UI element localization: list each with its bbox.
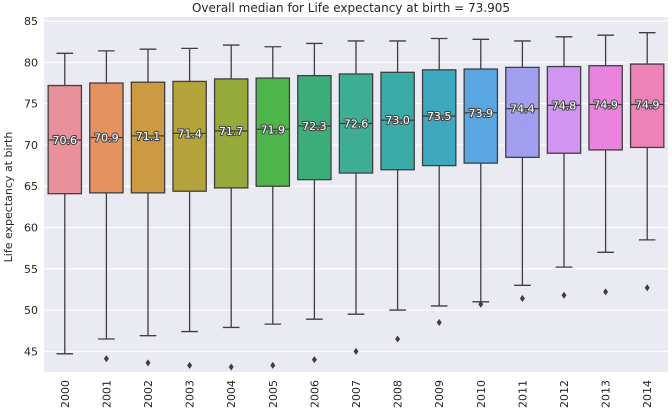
outlier-point bbox=[228, 363, 234, 371]
y-tick-label: 50 bbox=[24, 304, 38, 317]
median-value-label: 72.3 bbox=[302, 120, 327, 133]
box-group-2000: 70.6 bbox=[47, 52, 83, 355]
box-iqr bbox=[463, 68, 499, 164]
median-value-label: 74.9 bbox=[593, 99, 618, 112]
median-value-label: 71.7 bbox=[219, 125, 244, 138]
median-value-label: 73.9 bbox=[469, 107, 494, 120]
y-tick-label: 65 bbox=[24, 180, 38, 193]
box-iqr bbox=[130, 81, 166, 194]
x-tick-label: 2007 bbox=[350, 380, 363, 408]
x-tick-label: 2006 bbox=[308, 380, 321, 408]
y-tick-label: 45 bbox=[24, 345, 38, 358]
y-tick-label: 55 bbox=[24, 263, 38, 276]
box-group-2013: 74.9 bbox=[588, 34, 623, 296]
outlier-point bbox=[519, 295, 525, 303]
outlier-point bbox=[311, 356, 317, 364]
box-group-2010: 73.9 bbox=[463, 38, 499, 308]
box-group-2008: 73.0 bbox=[380, 40, 415, 343]
outlier-point bbox=[395, 335, 401, 343]
x-tick-label: 2014 bbox=[641, 380, 654, 408]
box-iqr bbox=[505, 66, 540, 158]
x-tick-label: 2010 bbox=[475, 380, 488, 408]
x-tick-label: 2013 bbox=[600, 380, 613, 408]
box-iqr bbox=[629, 63, 665, 149]
box-iqr bbox=[255, 77, 291, 187]
box-iqr bbox=[546, 65, 582, 154]
x-tick-label: 2012 bbox=[558, 380, 571, 408]
box-group-2009: 73.5 bbox=[421, 37, 457, 326]
median-value-label: 73.0 bbox=[385, 114, 410, 127]
chart-title: Overall median for Life expectancy at bi… bbox=[192, 1, 510, 15]
x-tick-label: 2001 bbox=[100, 380, 113, 408]
box-group-2002: 71.1 bbox=[130, 48, 166, 367]
box-iqr bbox=[172, 80, 207, 192]
outlier-point bbox=[561, 291, 567, 299]
box-iqr bbox=[380, 71, 415, 171]
outlier-point bbox=[270, 361, 276, 369]
box-group-2014: 74.9 bbox=[629, 32, 665, 292]
x-tick-label: 2003 bbox=[184, 380, 197, 408]
y-tick-label: 75 bbox=[24, 98, 38, 111]
x-tick-label: 2004 bbox=[225, 380, 238, 408]
x-tick-label: 2008 bbox=[392, 380, 405, 408]
x-tick-label: 2005 bbox=[267, 380, 280, 408]
outlier-point bbox=[353, 347, 359, 355]
outlier-point bbox=[478, 300, 484, 308]
outlier-point bbox=[644, 284, 650, 292]
box-iqr bbox=[421, 69, 457, 167]
outlier-point bbox=[187, 361, 193, 369]
x-tick-label: 2011 bbox=[516, 380, 529, 408]
box-iqr bbox=[297, 74, 332, 181]
outlier-point bbox=[103, 355, 109, 363]
median-value-label: 71.1 bbox=[136, 130, 161, 143]
box-iqr bbox=[588, 65, 623, 151]
box-group-2003: 71.4 bbox=[172, 47, 207, 369]
outlier-point bbox=[436, 318, 442, 326]
box-iqr bbox=[213, 78, 249, 189]
box-group-2011: 74.4 bbox=[505, 40, 540, 303]
x-tick-label: 2002 bbox=[142, 380, 155, 408]
box-group-2006: 72.3 bbox=[297, 42, 332, 364]
median-value-label: 71.4 bbox=[177, 127, 202, 140]
outlier-point bbox=[145, 359, 151, 367]
y-tick-label: 80 bbox=[24, 56, 38, 69]
median-value-label: 74.9 bbox=[635, 99, 660, 112]
median-value-label: 72.6 bbox=[344, 118, 369, 131]
median-value-label: 71.9 bbox=[261, 123, 286, 136]
box-group-2007: 72.6 bbox=[338, 40, 374, 355]
box-group-2005: 71.9 bbox=[255, 46, 291, 369]
box-group-2004: 71.7 bbox=[213, 44, 249, 371]
median-value-label: 73.5 bbox=[427, 110, 452, 123]
y-tick-label: 85 bbox=[24, 15, 38, 28]
y-tick-label: 60 bbox=[24, 222, 38, 235]
median-value-label: 74.4 bbox=[510, 103, 535, 116]
box-group-2001: 70.9 bbox=[89, 50, 124, 363]
median-value-label: 70.9 bbox=[94, 132, 119, 145]
box-group-2012: 74.8 bbox=[546, 36, 582, 299]
median-value-label: 74.8 bbox=[552, 99, 577, 112]
x-tick-label: 2009 bbox=[433, 380, 446, 408]
outlier-point bbox=[603, 288, 609, 296]
median-value-label: 70.6 bbox=[53, 134, 78, 147]
x-tick-label: 2000 bbox=[59, 380, 72, 408]
y-tick-label: 70 bbox=[24, 139, 38, 152]
y-axis-label: Life expectancy at birth bbox=[2, 132, 15, 263]
